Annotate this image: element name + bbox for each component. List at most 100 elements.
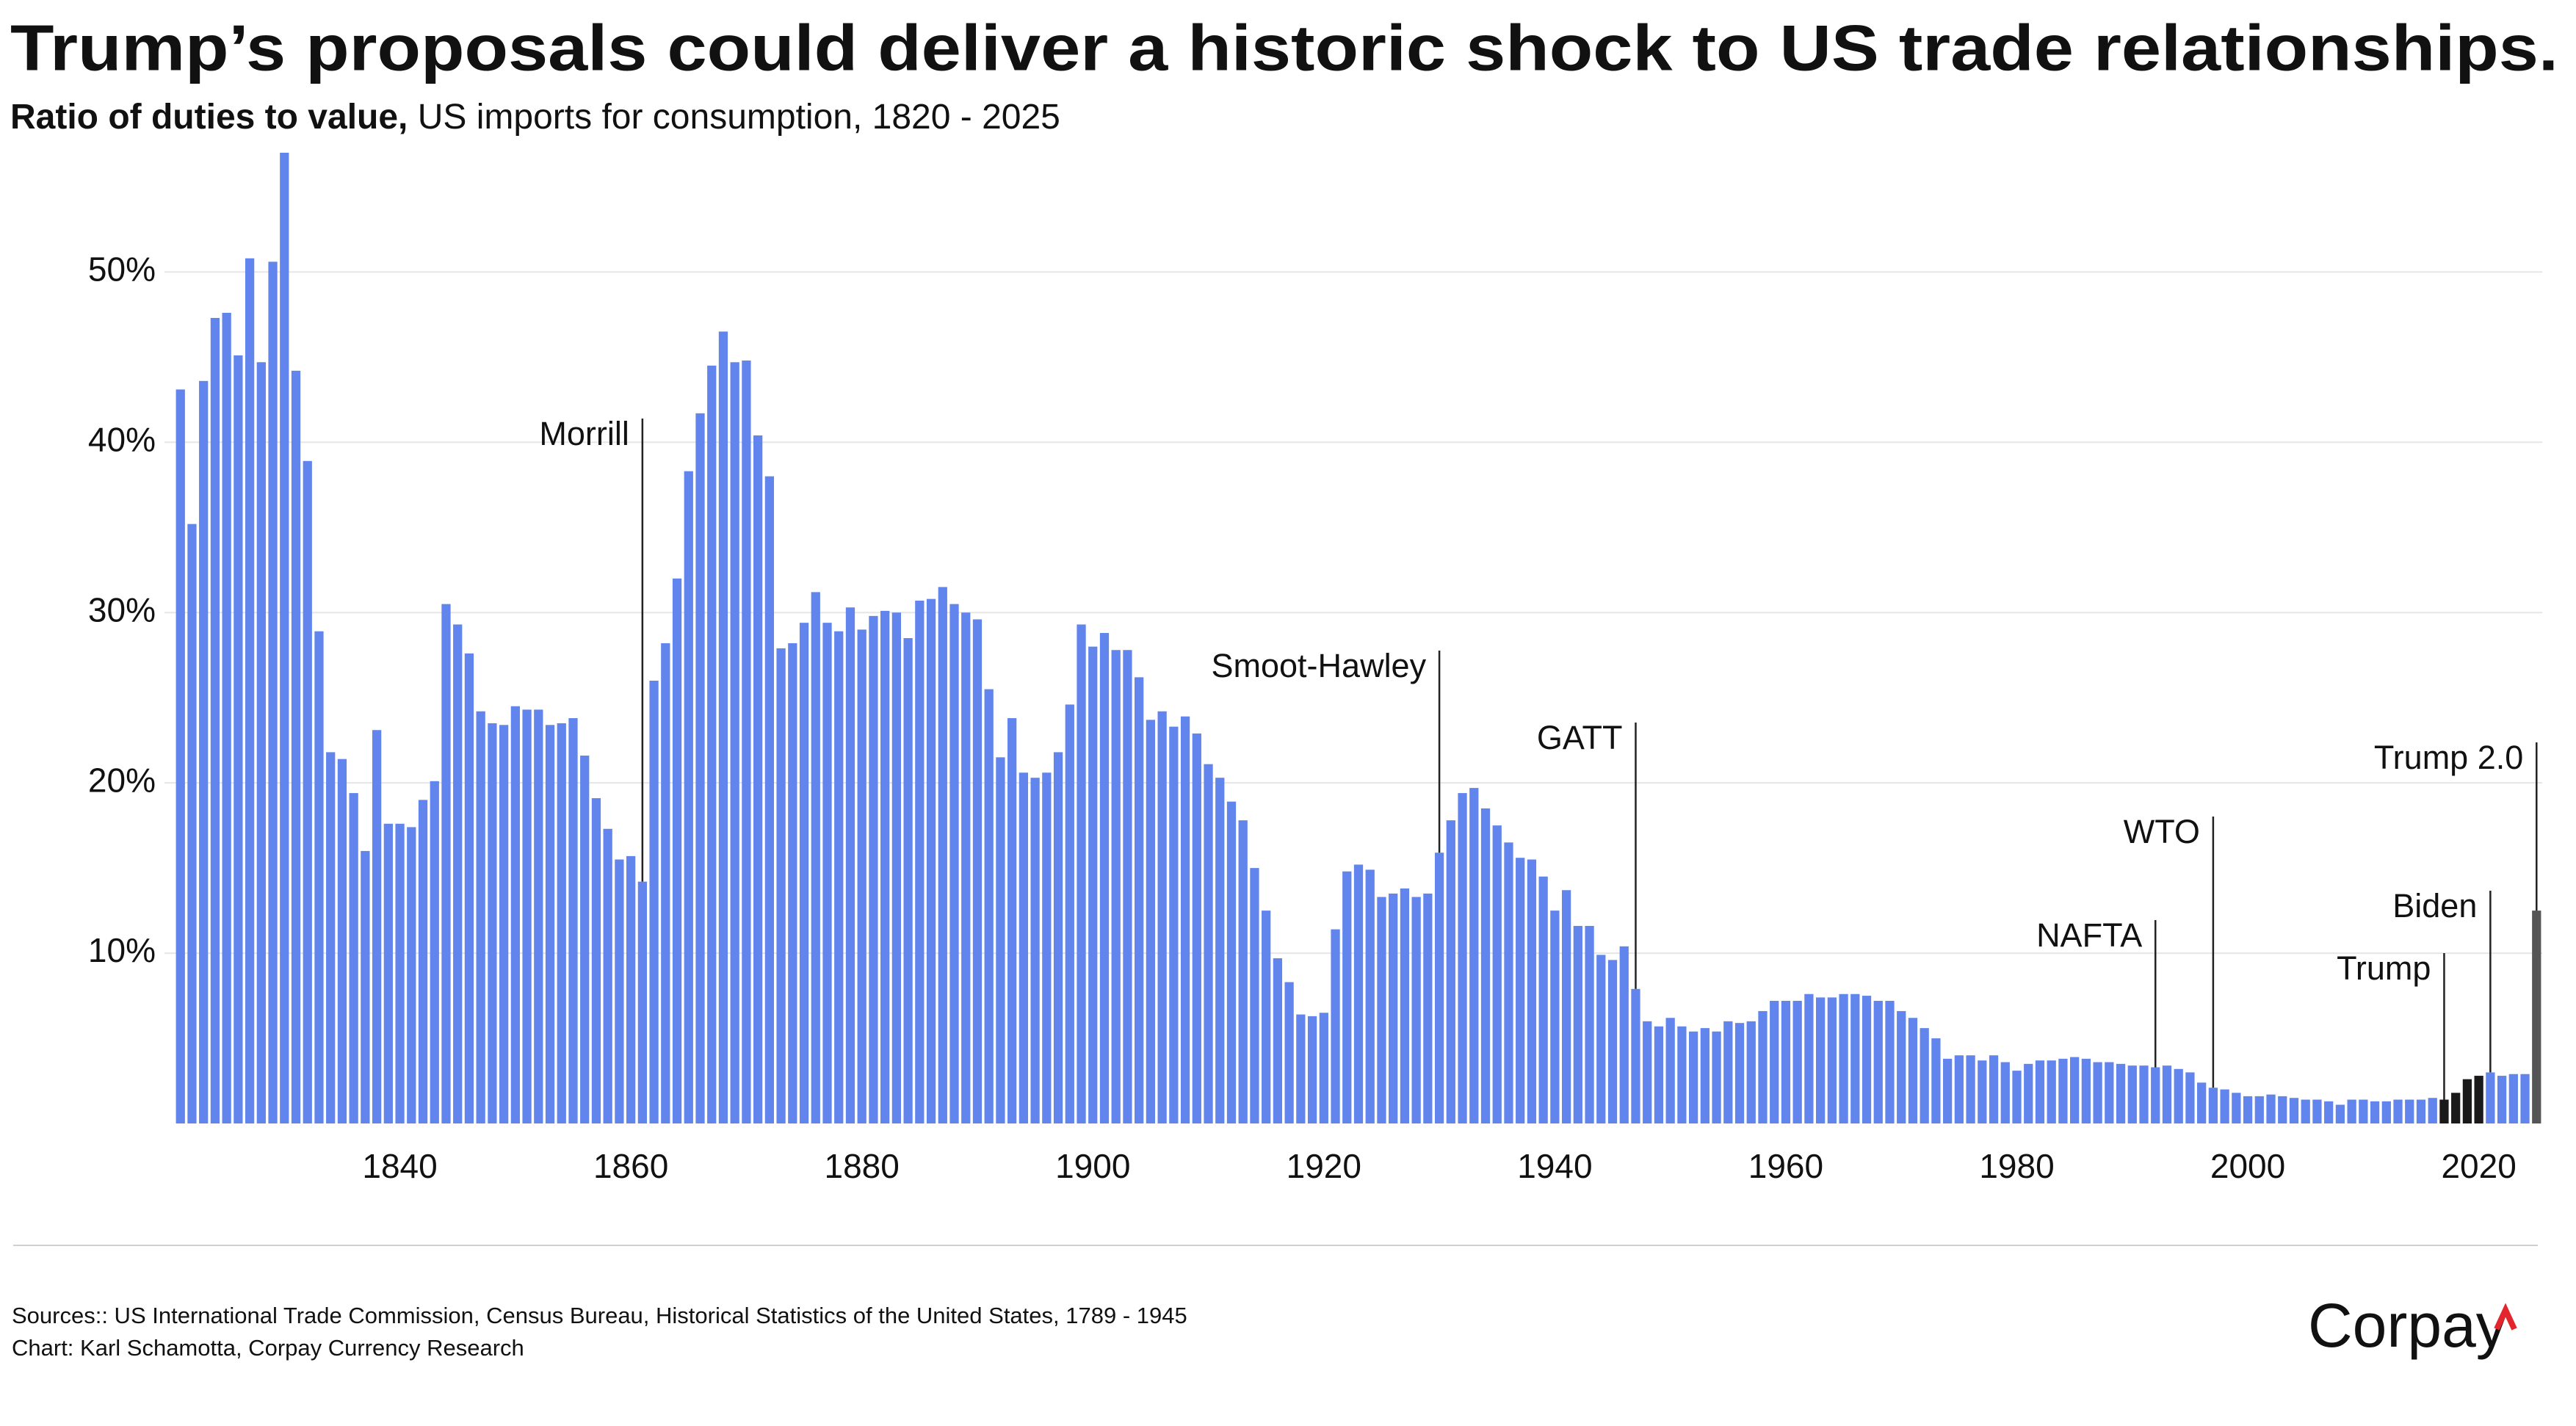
bar <box>1169 726 1179 1123</box>
bar <box>1781 1001 1791 1123</box>
bar <box>499 725 509 1123</box>
bar <box>488 723 497 1123</box>
bar <box>1250 868 1259 1123</box>
bar <box>1342 871 1352 1123</box>
bar <box>291 370 301 1124</box>
bar <box>1215 778 1225 1123</box>
bar <box>1331 929 1340 1123</box>
bar <box>1042 772 1052 1123</box>
bar <box>603 828 612 1123</box>
logo: Corpay <box>2308 1291 2507 1360</box>
bar <box>2278 1096 2287 1123</box>
bar <box>1862 996 1872 1123</box>
bar <box>1516 858 1525 1123</box>
bar <box>1088 646 1098 1123</box>
bar <box>1792 1001 1802 1123</box>
y-tick-label: 30% <box>88 590 156 629</box>
bar <box>337 759 347 1123</box>
bar <box>280 153 289 1123</box>
bar <box>915 600 925 1123</box>
bar <box>1700 1028 1710 1123</box>
bar <box>2185 1072 2195 1123</box>
bar <box>1897 1010 1906 1123</box>
credit: Chart: Karl Schamotta, Corpay Currency R… <box>12 1335 524 1361</box>
bar <box>1885 1001 1895 1123</box>
bar <box>972 619 983 1123</box>
bar <box>1665 1018 1675 1123</box>
bar <box>799 623 809 1123</box>
bar <box>2070 1057 2080 1123</box>
bar <box>1077 624 1086 1123</box>
bar <box>1307 1016 1317 1123</box>
x-tick-label: 1840 <box>362 1147 437 1185</box>
bar <box>938 587 947 1123</box>
bar <box>2058 1058 2068 1123</box>
bar <box>1284 982 1294 1123</box>
y-tick-label: 20% <box>88 761 156 799</box>
bar <box>1065 704 1074 1123</box>
bar <box>361 850 370 1123</box>
bar <box>707 365 717 1123</box>
bar <box>2335 1104 2345 1123</box>
bar <box>1226 801 1237 1123</box>
bar <box>1978 1060 1987 1123</box>
bar <box>222 313 231 1123</box>
bar <box>2139 1065 2149 1123</box>
bar <box>430 781 439 1123</box>
bar <box>2416 1099 2426 1123</box>
bar <box>1908 1018 1918 1123</box>
bar <box>834 631 844 1123</box>
bar <box>1389 893 1398 1123</box>
bar <box>2359 1099 2368 1123</box>
bar <box>2151 1067 2160 1123</box>
bar <box>2508 1074 2518 1123</box>
bar <box>2324 1101 2334 1123</box>
bar <box>1688 1031 1698 1123</box>
bar <box>1815 997 1826 1123</box>
annotation-label: GATT <box>1537 719 1623 756</box>
bar <box>476 711 485 1123</box>
x-tick-label: 1880 <box>825 1147 900 1185</box>
bar <box>1446 820 1455 1123</box>
bar <box>1573 925 1582 1123</box>
bar <box>591 798 601 1123</box>
bar <box>1157 711 1167 1123</box>
bar <box>1053 752 1063 1123</box>
y-tick-label: 10% <box>88 931 156 969</box>
bar <box>2405 1099 2414 1123</box>
sources: Sources:: US International Trade Commiss… <box>12 1303 1187 1328</box>
bar <box>730 362 739 1123</box>
bar <box>1238 820 1248 1123</box>
bar <box>2254 1096 2264 1123</box>
bar <box>649 680 659 1123</box>
bar <box>2301 1099 2310 1123</box>
annotation-label: Biden <box>2392 887 2477 924</box>
bar <box>1538 876 1548 1123</box>
bar <box>372 730 382 1123</box>
bar <box>1585 925 1594 1123</box>
bar <box>615 859 624 1123</box>
bar <box>1262 911 1271 1123</box>
bar <box>857 629 866 1123</box>
bar <box>1030 778 1040 1123</box>
bar <box>1180 716 1190 1123</box>
bar <box>1723 1021 1733 1123</box>
bar <box>672 578 682 1123</box>
bar <box>1353 864 1364 1123</box>
bar <box>1746 1021 1756 1123</box>
bar <box>326 752 336 1123</box>
bar <box>1019 772 1029 1123</box>
bar <box>2174 1068 2183 1123</box>
bar <box>2347 1099 2356 1123</box>
bar <box>187 524 197 1123</box>
bar <box>2116 1063 2126 1123</box>
subtitle-bold: Ratio of duties to value, <box>10 98 408 137</box>
chart-subtitle: Ratio of duties to value, US imports for… <box>10 98 1060 137</box>
bar <box>961 612 971 1123</box>
bar <box>1643 1021 1652 1123</box>
bar <box>1192 733 1201 1123</box>
bar <box>2035 1060 2045 1123</box>
bar <box>811 592 820 1123</box>
bar <box>464 653 474 1123</box>
bar <box>1146 720 1156 1123</box>
